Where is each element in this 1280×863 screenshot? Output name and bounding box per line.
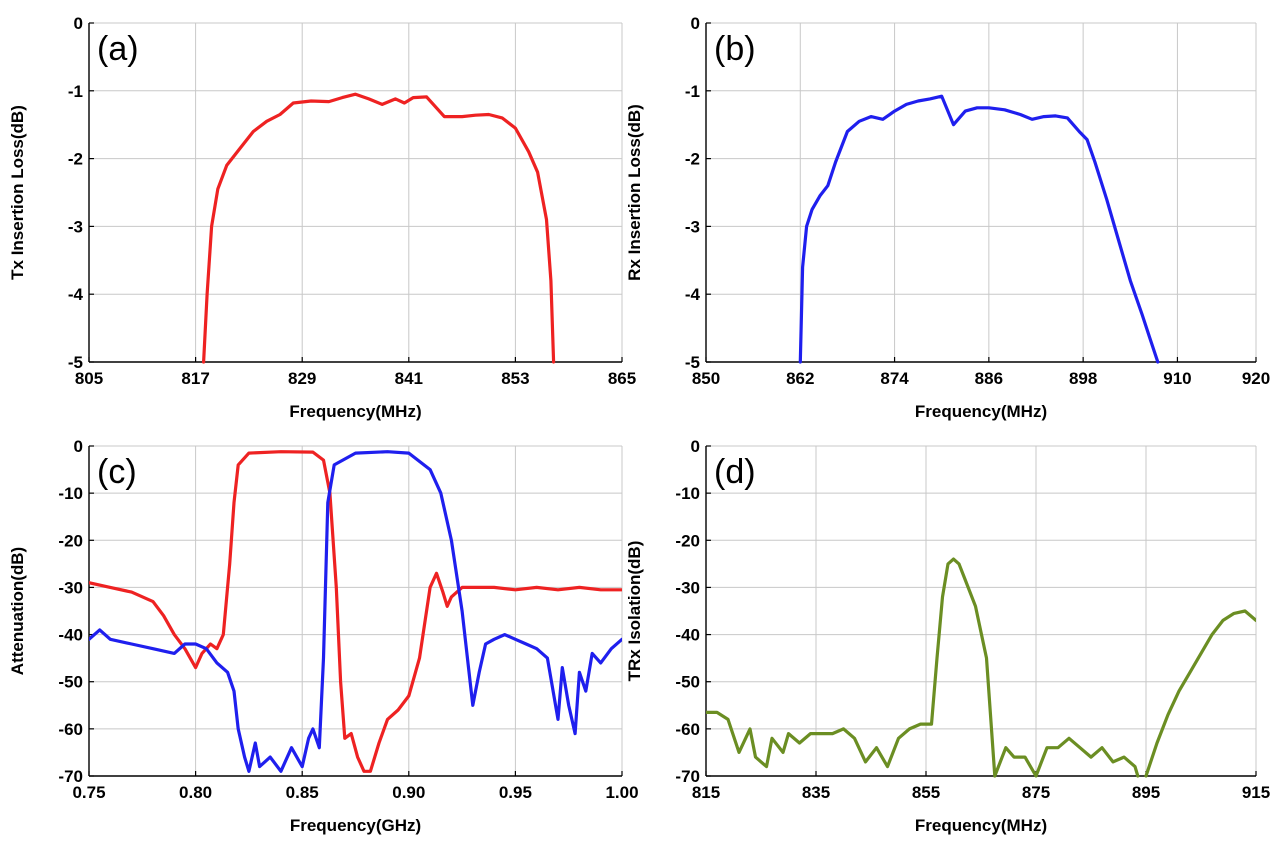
- y-tick-label: -10: [675, 484, 700, 503]
- panel-label: (a): [97, 30, 139, 68]
- x-tick-label: 853: [501, 369, 529, 388]
- x-tick-label: 855: [912, 783, 940, 802]
- x-tick-label: 0.95: [499, 783, 532, 802]
- x-axis-title: Frequency(MHz): [915, 402, 1047, 421]
- series-line-2: [1144, 609, 1256, 778]
- y-tick-label: -3: [68, 217, 83, 236]
- y-tick-label: -40: [675, 626, 700, 645]
- y-axis-title: Tx Insertion Loss(dB): [8, 105, 27, 280]
- y-axis-title: TRx Isolation(dB): [625, 541, 644, 682]
- x-tick-label: 898: [1069, 369, 1097, 388]
- x-tick-label: 1.00: [605, 783, 638, 802]
- chart-panel-a: 805 817 829 841 853 865 0 -1 -2 -3 -4 -5 Frequency(M…: [8, 14, 636, 421]
- y-tick-label: 0: [74, 14, 83, 33]
- y-tick-label: -5: [685, 353, 700, 372]
- x-tick-label: 817: [181, 369, 209, 388]
- x-tick-label: 835: [802, 783, 830, 802]
- y-tick-label: -30: [675, 578, 700, 597]
- y-axis-title: Attenuation(dB): [8, 547, 27, 675]
- y-axis-title: Rx Insertion Loss(dB): [625, 104, 644, 281]
- y-tick-label: -1: [68, 82, 83, 101]
- x-tick-label: 0.80: [179, 783, 212, 802]
- series-line-1: [89, 450, 622, 773]
- y-tick-label: -5: [68, 353, 83, 372]
- chart-panel-b: 850 862 874 886 898 910 920 0 -1 -2 -3 -4 -5 Frequenc…: [625, 14, 1270, 421]
- y-tick-label: -10: [58, 484, 83, 503]
- x-axis-title: Frequency(MHz): [289, 402, 421, 421]
- x-tick-label: 886: [975, 369, 1003, 388]
- y-tick-label: -3: [685, 217, 700, 236]
- x-tick-label: 915: [1242, 783, 1270, 802]
- x-tick-label: 841: [395, 369, 423, 388]
- x-tick-label: 865: [608, 369, 636, 388]
- y-tick-label: -70: [675, 767, 700, 786]
- y-tick-label: -2: [68, 150, 83, 169]
- series-line-1: [202, 92, 556, 364]
- y-tick-label: -2: [685, 150, 700, 169]
- panel-label: (d): [714, 453, 756, 491]
- x-tick-label: 0.90: [392, 783, 425, 802]
- y-tick-label: -1: [685, 82, 700, 101]
- panel-label: (b): [714, 30, 756, 68]
- series-line-1: [798, 94, 1160, 364]
- y-tick-label: -50: [58, 673, 83, 692]
- x-tick-label: 920: [1242, 369, 1270, 388]
- panel-label: (c): [97, 453, 137, 491]
- x-tick-label: 0.85: [286, 783, 319, 802]
- x-tick-label: 875: [1022, 783, 1050, 802]
- y-tick-label: 0: [74, 437, 83, 456]
- x-tick-label: 850: [692, 369, 720, 388]
- series-line-2: [89, 450, 622, 773]
- x-tick-label: 815: [692, 783, 720, 802]
- y-tick-label: -4: [685, 285, 701, 304]
- y-tick-label: -60: [58, 720, 83, 739]
- x-tick-label: 874: [880, 369, 909, 388]
- y-tick-label: -40: [58, 626, 83, 645]
- y-tick-label: 0: [691, 437, 700, 456]
- x-tick-label: 862: [786, 369, 814, 388]
- y-tick-label: -4: [68, 285, 84, 304]
- x-tick-label: 910: [1163, 369, 1191, 388]
- x-axis-title: Frequency(GHz): [290, 816, 421, 835]
- chart-panel-d: 815 835 855 875 895 915 0 -10 -20 -30 -40 -50 -60 -70…: [625, 437, 1270, 835]
- x-tick-label: 805: [75, 369, 103, 388]
- y-tick-label: -20: [675, 531, 700, 550]
- y-tick-label: 0: [691, 14, 700, 33]
- chart-panel-c: 0.75 0.80 0.85 0.90 0.95 1.00 0 -10 -20 -30 -40 -50…: [8, 437, 639, 835]
- x-tick-label: 0.75: [72, 783, 105, 802]
- y-tick-label: -30: [58, 578, 83, 597]
- series-line-1: [706, 557, 1140, 778]
- y-tick-label: -60: [675, 720, 700, 739]
- x-tick-label: 895: [1132, 783, 1160, 802]
- y-tick-label: -50: [675, 673, 700, 692]
- x-axis-title: Frequency(MHz): [915, 816, 1047, 835]
- y-tick-label: -70: [58, 767, 83, 786]
- x-tick-label: 829: [288, 369, 316, 388]
- y-tick-label: -20: [58, 531, 83, 550]
